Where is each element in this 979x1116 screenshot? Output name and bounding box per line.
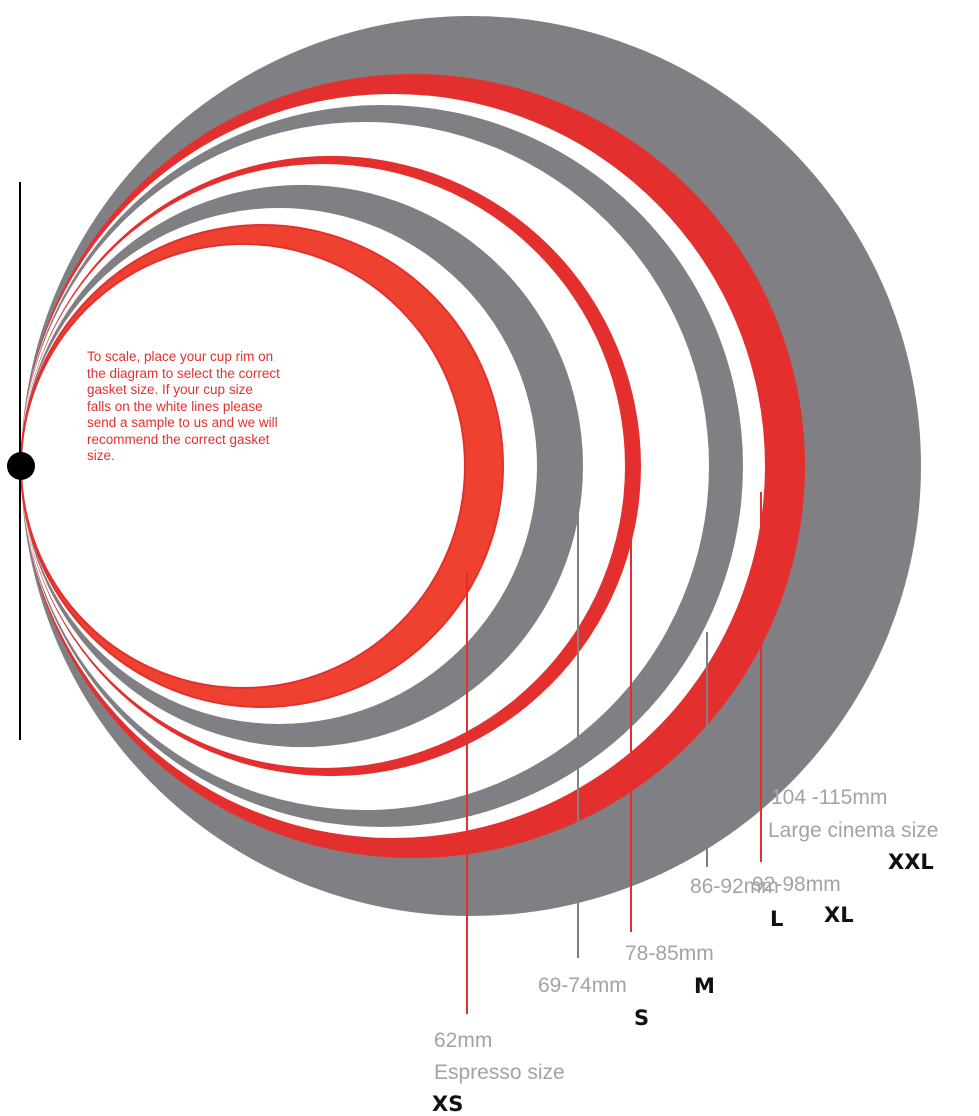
size-range-l: 86-92mm (690, 875, 779, 898)
size-code-xxl: XXL (888, 850, 934, 874)
instructions-line: send a sample to us and we will (87, 415, 278, 430)
instructions-text: To scale, place your cup rim on the diag… (87, 349, 347, 465)
anchor-dot (7, 452, 35, 480)
size-range-xxl: 104 -115mm (771, 786, 888, 809)
instructions-line: falls on the white lines please (87, 398, 263, 414)
band-xs (19, 224, 505, 708)
instructions-line: To scale, place your cup rim on (87, 349, 274, 364)
size-code-s: S (634, 1006, 650, 1030)
size-range-xs: 62mm (434, 1029, 493, 1052)
size-code-xs: XS (432, 1092, 464, 1116)
instructions-line: gasket size. If your cup size (87, 382, 253, 397)
gasket-size-diagram (7, 16, 921, 1014)
size-range-xl: 92-98mm (752, 873, 841, 896)
instructions-line: size. (87, 448, 115, 463)
band-xl (21, 74, 805, 858)
instructions-line: the diagram to select the correct (87, 365, 280, 381)
instructions-line: recommend the correct gasket (87, 431, 270, 447)
size-code-l: L (770, 907, 784, 931)
size-code-xl: XL (824, 903, 854, 927)
size-code-m: M (694, 974, 715, 998)
size-description-xxl: Large cinema size (768, 819, 939, 842)
size-range-m: 78-85mm (625, 942, 714, 965)
size-description-xs: Espresso size (434, 1061, 565, 1084)
size-range-s: 69-74mm (538, 974, 627, 997)
